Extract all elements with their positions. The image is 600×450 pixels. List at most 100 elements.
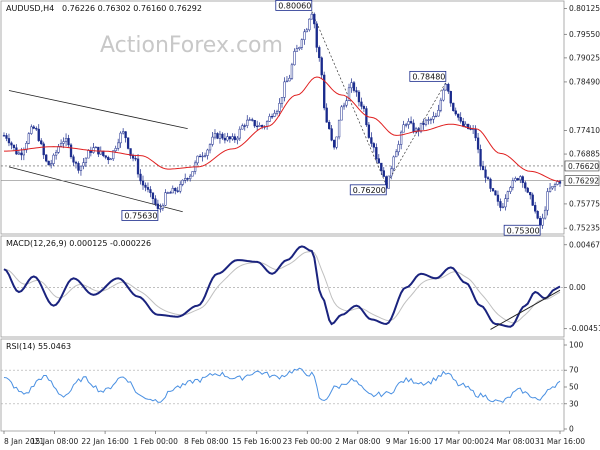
rsi-axis: 100 70 50 30 0	[564, 341, 584, 434]
rsi-panel: RSI(14) 55.0463	[0, 338, 565, 432]
channel-line	[8, 90, 188, 130]
candle-body	[318, 47, 321, 59]
candle-body	[156, 203, 160, 209]
candle-body	[278, 103, 281, 112]
candle-body	[308, 18, 311, 31]
rsi-title: RSI(14) 55.0463	[6, 342, 71, 351]
time-tick-label: 2 Mar 08:00	[335, 437, 381, 446]
candle-body	[69, 144, 73, 158]
candle-body	[35, 128, 38, 130]
candle-body	[67, 138, 70, 146]
macd-title: MACD(12,26,9) 0.000125 -0.000226	[6, 239, 151, 248]
candle-body	[285, 80, 289, 83]
candle-body	[310, 13, 313, 20]
candle-body	[427, 119, 430, 121]
time-tick-label: 15 Feb 16:00	[232, 437, 281, 446]
candle-body	[213, 133, 217, 138]
candle-body	[50, 163, 53, 166]
candle-body	[494, 190, 497, 196]
price-tick-label: 0.79550	[569, 30, 600, 39]
candle-body	[370, 137, 373, 144]
candle-body	[206, 149, 209, 156]
candle-body	[414, 128, 418, 133]
candle-body	[300, 39, 304, 48]
candle-body	[325, 107, 328, 123]
candle-body	[484, 169, 487, 178]
candle-body	[42, 143, 45, 156]
candle-body	[181, 179, 184, 185]
candle-body	[223, 137, 227, 141]
candle-body	[501, 206, 505, 208]
candle-body	[434, 115, 438, 118]
candle-body	[236, 137, 239, 141]
candle-body	[432, 116, 435, 120]
candle-body	[479, 149, 482, 167]
candle-body	[258, 125, 261, 127]
candle-body	[298, 47, 301, 49]
candle-body	[531, 194, 534, 206]
candle-body	[191, 171, 194, 177]
moving-average-line	[4, 76, 561, 182]
annotation-label: 0.76200	[353, 186, 386, 195]
candle-body	[112, 150, 115, 160]
candle-body	[315, 23, 318, 48]
candle-body	[422, 122, 425, 125]
candle-body	[176, 190, 179, 192]
candle-body	[447, 83, 450, 92]
symbol-label: AUDUSD,H4	[6, 4, 54, 13]
candle-body	[367, 124, 371, 138]
candle-body	[548, 187, 552, 192]
candle-body	[496, 194, 500, 202]
candle-body	[126, 137, 130, 149]
annotation-box	[121, 210, 159, 221]
candle-body	[32, 126, 35, 129]
candle-body	[161, 205, 165, 209]
candle-body	[72, 156, 75, 163]
time-tick-label: 15 Jan 08:00	[31, 437, 79, 446]
candle-body	[7, 138, 11, 144]
candle-body	[424, 119, 428, 125]
candle-body	[491, 188, 495, 192]
candle-body	[454, 110, 457, 115]
candle-body	[342, 104, 346, 108]
rsi-panel-frame	[0, 338, 565, 432]
price-tick-label: 0.75235	[569, 224, 600, 233]
candle-body	[526, 187, 529, 193]
candle-body	[459, 117, 462, 122]
candle-body	[481, 165, 485, 171]
candle-body	[79, 165, 83, 171]
candle-body	[382, 170, 385, 177]
candle-body	[541, 217, 544, 226]
candle-body	[290, 64, 294, 79]
candle-body	[114, 148, 117, 152]
candle-body	[189, 175, 192, 180]
candle-body	[241, 125, 244, 130]
candle-body	[392, 156, 395, 170]
candle-body	[52, 154, 55, 164]
macd-signal-line	[3, 250, 561, 324]
candle-body	[25, 143, 28, 151]
current-price-tag-box	[564, 175, 600, 186]
candle-body	[538, 218, 542, 226]
candle-body	[504, 198, 507, 208]
candle-body	[377, 158, 380, 164]
candle-body	[251, 119, 254, 121]
candle-body	[82, 162, 85, 167]
candle-body	[280, 97, 284, 104]
candle-body	[558, 181, 562, 184]
candle-body	[514, 178, 517, 181]
candle-body	[330, 128, 333, 141]
candle-body	[442, 89, 445, 101]
dotted-swing-lines	[311, 11, 447, 185]
candle-body	[499, 201, 502, 208]
candle-body	[444, 83, 447, 91]
annotation-box	[275, 0, 313, 11]
candle-body	[94, 146, 97, 149]
watermark: ActionForex.com	[100, 33, 283, 58]
candle-body	[546, 191, 549, 211]
swing-dotted-line	[311, 11, 387, 185]
rsi-tick-label: 70	[569, 366, 579, 375]
candle-body	[117, 142, 120, 149]
macd-tick-label: 0.004677	[569, 240, 600, 249]
candle-body	[273, 112, 276, 117]
